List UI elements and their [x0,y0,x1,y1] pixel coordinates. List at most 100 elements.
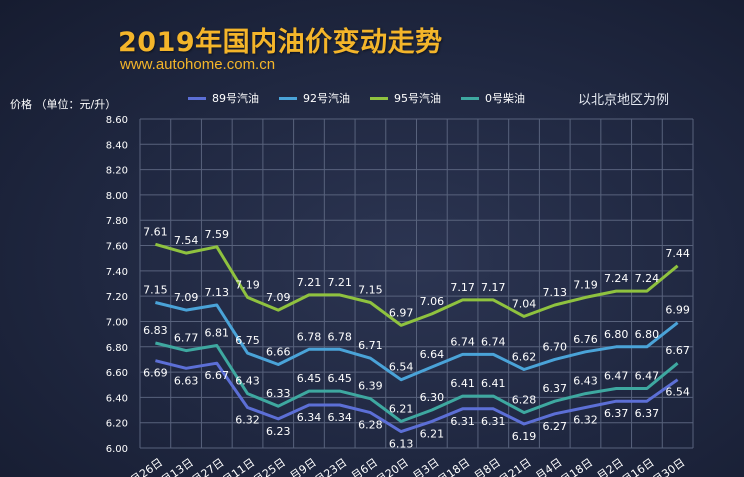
data-label: 6.54 [665,386,690,399]
x-tick-label: 月2日 [595,456,626,477]
data-label: 6.28 [358,419,383,432]
data-label: 6.47 [635,370,660,383]
data-label: 6.62 [512,351,537,364]
y-tick-label: 8.40 [106,140,128,151]
data-label: 6.74 [450,335,475,348]
data-label: 6.31 [450,415,475,428]
data-label: 6.32 [573,414,598,427]
data-label: 6.99 [665,304,690,317]
x-tick-label: 月4日 [533,456,564,477]
data-label: 7.21 [327,276,352,289]
data-label: 7.09 [266,291,291,304]
data-label: 7.06 [420,295,445,308]
data-label: 7.54 [174,234,199,247]
data-label: 7.21 [297,276,322,289]
data-label: 6.66 [266,345,291,358]
data-label: 7.19 [573,278,598,291]
data-label: 6.33 [266,387,291,400]
legend-item-0: 0号柴油 [461,90,525,106]
data-label: 6.80 [604,328,629,341]
y-tick-label: 6.20 [106,419,128,430]
y-tick-label: 7.40 [106,267,128,278]
y-tick-label: 6.40 [106,393,128,404]
data-label: 7.24 [635,272,660,285]
data-label: 6.70 [543,340,568,353]
data-label: 6.81 [205,327,230,340]
legend-item-89: 89号汽油 [188,90,259,106]
data-label: 6.78 [297,330,322,343]
data-label: 6.97 [389,306,414,319]
data-label: 6.54 [389,361,414,374]
data-label: 6.71 [358,339,383,352]
x-tick-label: 月6日 [349,456,380,477]
legend-label-89: 89号汽油 [212,92,259,105]
data-label: 6.34 [297,411,322,424]
data-label: 6.83 [143,324,168,337]
data-label: 6.78 [327,330,352,343]
data-label: 6.41 [481,377,506,390]
y-tick-label: 8.20 [106,166,128,177]
data-label: 6.32 [235,414,260,427]
legend-swatch-92 [279,96,297,100]
series-line-2 [154,242,679,327]
data-label: 7.15 [143,283,168,296]
data-label: 7.04 [512,297,537,310]
data-label: 7.13 [543,286,568,299]
data-label: 6.41 [450,377,475,390]
data-label: 7.13 [205,286,230,299]
data-label: 6.37 [543,382,568,395]
data-label: 7.44 [665,247,690,260]
data-label: 7.61 [143,225,168,238]
data-label: 6.30 [420,391,445,404]
data-label: 6.45 [297,372,322,385]
data-label: 6.64 [420,348,445,361]
y-tick-label: 7.60 [106,242,128,253]
chart-title: 2019年国内油价变动走势 [118,27,443,58]
data-label: 6.31 [481,415,506,428]
legend-label-92: 92号汽油 [303,92,350,105]
data-label: 7.19 [235,278,260,291]
data-label: 6.63 [174,374,199,387]
y-tick-label: 6.00 [106,444,128,455]
data-label: 7.17 [450,281,475,294]
data-label: 6.23 [266,425,291,438]
data-label: 7.59 [205,228,230,241]
data-label: 7.15 [358,283,383,296]
data-label: 6.69 [143,367,168,380]
data-label: 6.77 [174,332,199,345]
data-label: 6.28 [512,394,537,407]
legend-swatch-89 [188,96,206,100]
data-label: 6.37 [604,407,629,420]
y-tick-label: 7.00 [106,317,128,328]
y-tick-label: 7.80 [106,216,128,227]
x-tick-label: 月8日 [472,456,503,477]
data-label: 7.24 [604,272,629,285]
data-label: 6.67 [205,369,230,382]
legend-item-95: 95号汽油 [370,90,441,106]
legend-swatch-95 [370,96,388,100]
data-label: 6.39 [358,380,383,393]
data-label: 6.13 [389,438,414,451]
data-label: 7.09 [174,291,199,304]
data-label: 6.37 [635,407,660,420]
x-tick-label: 月9日 [287,456,318,477]
legend-swatch-0 [461,96,479,100]
data-label: 6.43 [235,375,260,388]
region-note: 以北京地区为例 [578,93,670,108]
data-label: 6.34 [327,411,352,424]
legend-label-0: 0号柴油 [485,92,525,105]
series-line-0 [155,359,679,434]
y-tick-label: 6.60 [106,368,128,379]
data-label: 6.67 [665,344,690,357]
data-label: 6.19 [512,430,537,443]
y-tick-label: 7.20 [106,292,128,303]
legend-item-92: 92号汽油 [279,90,350,106]
data-label: 6.21 [420,427,445,440]
series-line-1 [155,301,679,382]
x-tick-label: 月26日 [128,456,165,477]
y-axis-label: 价格 （单位：元/升） [10,98,117,111]
data-label: 6.45 [327,372,352,385]
data-label: 6.27 [543,420,568,433]
data-label: 6.47 [604,370,629,383]
